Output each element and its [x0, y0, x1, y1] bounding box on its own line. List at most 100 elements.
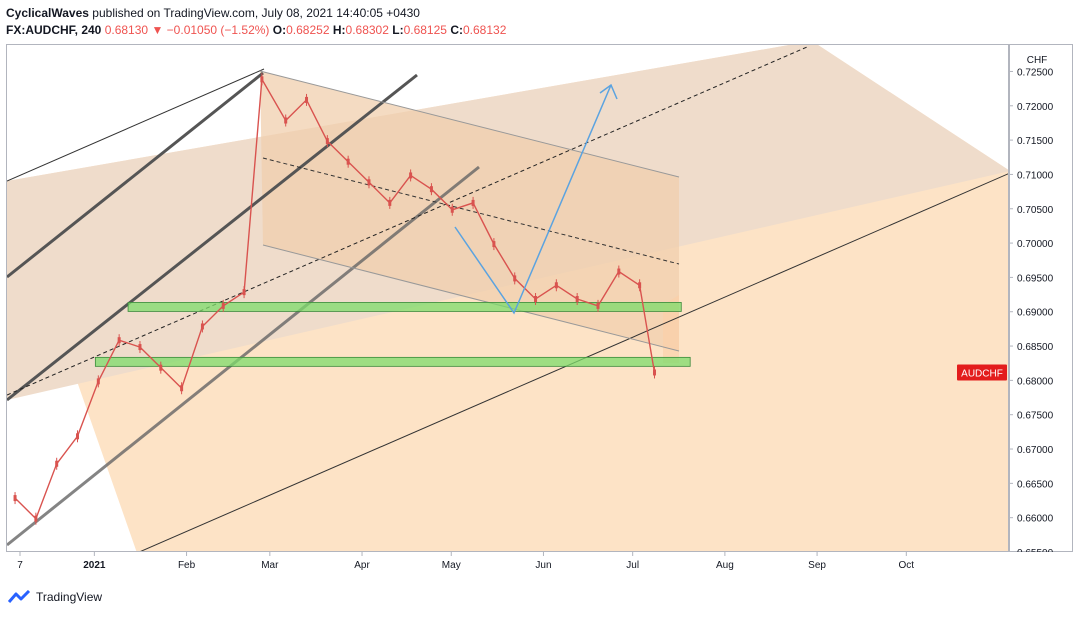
publish-info: CyclicalWaves published on TradingView.c… — [6, 6, 420, 20]
time-tick-label: Sep — [808, 560, 826, 571]
time-tick-label: Oct — [899, 560, 915, 571]
open-label: O: — [272, 23, 287, 37]
price-tick-label: 0.70000 — [1017, 239, 1054, 250]
price-point — [13, 495, 17, 502]
open-value: 0.68252 — [286, 23, 330, 37]
tradingview-brand[interactable]: TradingView — [8, 590, 102, 604]
support-zones — [94, 302, 691, 367]
price-point — [34, 515, 38, 522]
time-tick-label: Jun — [535, 560, 551, 571]
close-value: 0.68132 — [462, 23, 507, 37]
falling-channel-bottom — [262, 244, 680, 352]
background-channels — [7, 45, 1008, 551]
price-point — [284, 117, 288, 124]
price-point — [200, 323, 204, 330]
currency-label: CHF — [1027, 55, 1048, 66]
price-point — [180, 385, 184, 392]
time-tick-label: Mar — [261, 560, 279, 571]
forecast-arrowhead — [599, 83, 618, 100]
price-tick-label: 0.66000 — [1017, 514, 1054, 525]
price-point — [575, 296, 579, 302]
time-tick-label: Apr — [354, 560, 370, 571]
price-point — [96, 378, 100, 385]
price-point — [388, 199, 392, 206]
time-axis-svg: 7 2021 Feb Mar Apr May Jun Jul Aug Sep Oct — [17, 552, 915, 571]
price-point — [117, 337, 121, 344]
time-tick-label: Aug — [716, 560, 734, 571]
price-tick-label: 0.69000 — [1017, 308, 1054, 319]
low-label: L: — [392, 23, 404, 37]
tradingview-logo-icon — [8, 590, 31, 603]
symbol-price-tag — [957, 364, 1007, 381]
support-zone-1 — [127, 302, 682, 312]
price-point — [429, 186, 433, 193]
price-point — [638, 282, 642, 289]
price-point — [596, 302, 600, 309]
price-point — [492, 241, 496, 248]
symbol-label: FX:AUDCHF, 240 — [6, 23, 102, 37]
bull-channel-mid — [7, 73, 418, 402]
support-zone-2 — [94, 356, 691, 367]
price-candles — [13, 73, 657, 525]
price-tick-label: 0.72000 — [1017, 102, 1054, 113]
price-point — [221, 302, 225, 309]
price-point — [260, 76, 264, 83]
price-tick-label: 0.68000 — [1017, 376, 1054, 387]
time-tick-label: 2021 — [83, 560, 106, 571]
time-tick-label: Jul — [626, 560, 639, 571]
price-point — [513, 275, 517, 282]
price-point — [76, 433, 80, 440]
time-tick-label: Feb — [178, 560, 196, 571]
brand-name: TradingView — [36, 590, 103, 604]
price-tick-label: 0.70500 — [1017, 205, 1054, 216]
price-point — [367, 179, 371, 186]
price-point — [346, 158, 350, 165]
price-axis-bg — [1009, 44, 1073, 552]
chart-area[interactable]: AUDCHF — [6, 44, 1009, 552]
price-axis[interactable]: CHF 0.72500 0.72000 0.71500 0.71000 0.70500 0.… — [1009, 44, 1073, 559]
price-tick-label: 0.66500 — [1017, 479, 1054, 490]
price-point — [471, 199, 475, 206]
price-point — [653, 369, 657, 376]
symbol-tag-label: AUDCHF — [961, 368, 1003, 379]
falling-channel-top — [259, 70, 680, 178]
projection-arrow — [454, 83, 618, 315]
price-point — [138, 344, 142, 351]
bull-channel-bottom — [7, 165, 480, 547]
plot-svg: AUDCHF — [7, 45, 1008, 551]
down-arrow-icon: ▼ — [151, 23, 164, 37]
price-tick-label: 0.71500 — [1017, 136, 1054, 147]
price-point — [325, 138, 329, 145]
price-point — [242, 289, 246, 296]
price-point — [450, 206, 454, 213]
last-price: 0.68130 — [104, 23, 149, 37]
symbol-info: FX:AUDCHF, 240 0.68130 ▼ −0.01050 (−1.52… — [6, 23, 506, 37]
low-value: 0.68125 — [403, 23, 447, 37]
time-axis[interactable]: 7 2021 Feb Mar Apr May Jun Jul Aug Sep Oct — [6, 552, 1009, 578]
price-change: −0.01050 (−1.52%) — [166, 23, 270, 37]
price-tick-label: 0.67000 — [1017, 445, 1054, 456]
price-point — [534, 296, 538, 302]
high-value: 0.68302 — [345, 23, 389, 37]
price-point — [617, 268, 621, 275]
price-point — [554, 282, 558, 289]
price-tick-label: 0.69500 — [1017, 273, 1054, 284]
price-point — [55, 460, 59, 467]
forecast-path — [454, 84, 612, 315]
price-tick-label: 0.71000 — [1017, 170, 1054, 181]
price-point — [409, 172, 413, 179]
bull-channel-top — [7, 71, 264, 279]
price-tick-label: 0.72500 — [1017, 67, 1054, 78]
price-tick-label: 0.67500 — [1017, 411, 1054, 422]
dashed-midline — [7, 46, 808, 396]
close-label: C: — [450, 23, 463, 37]
upper-trendline — [7, 68, 265, 182]
price-tick-label: 0.65500 — [1017, 548, 1054, 552]
author-name[interactable]: CyclicalWaves — [6, 6, 89, 20]
price-point — [305, 96, 309, 103]
time-tick-label: 7 — [17, 560, 23, 571]
falling-channel-extension — [663, 295, 679, 363]
price-tick-label: 0.68500 — [1017, 342, 1054, 353]
price-point — [159, 364, 163, 371]
